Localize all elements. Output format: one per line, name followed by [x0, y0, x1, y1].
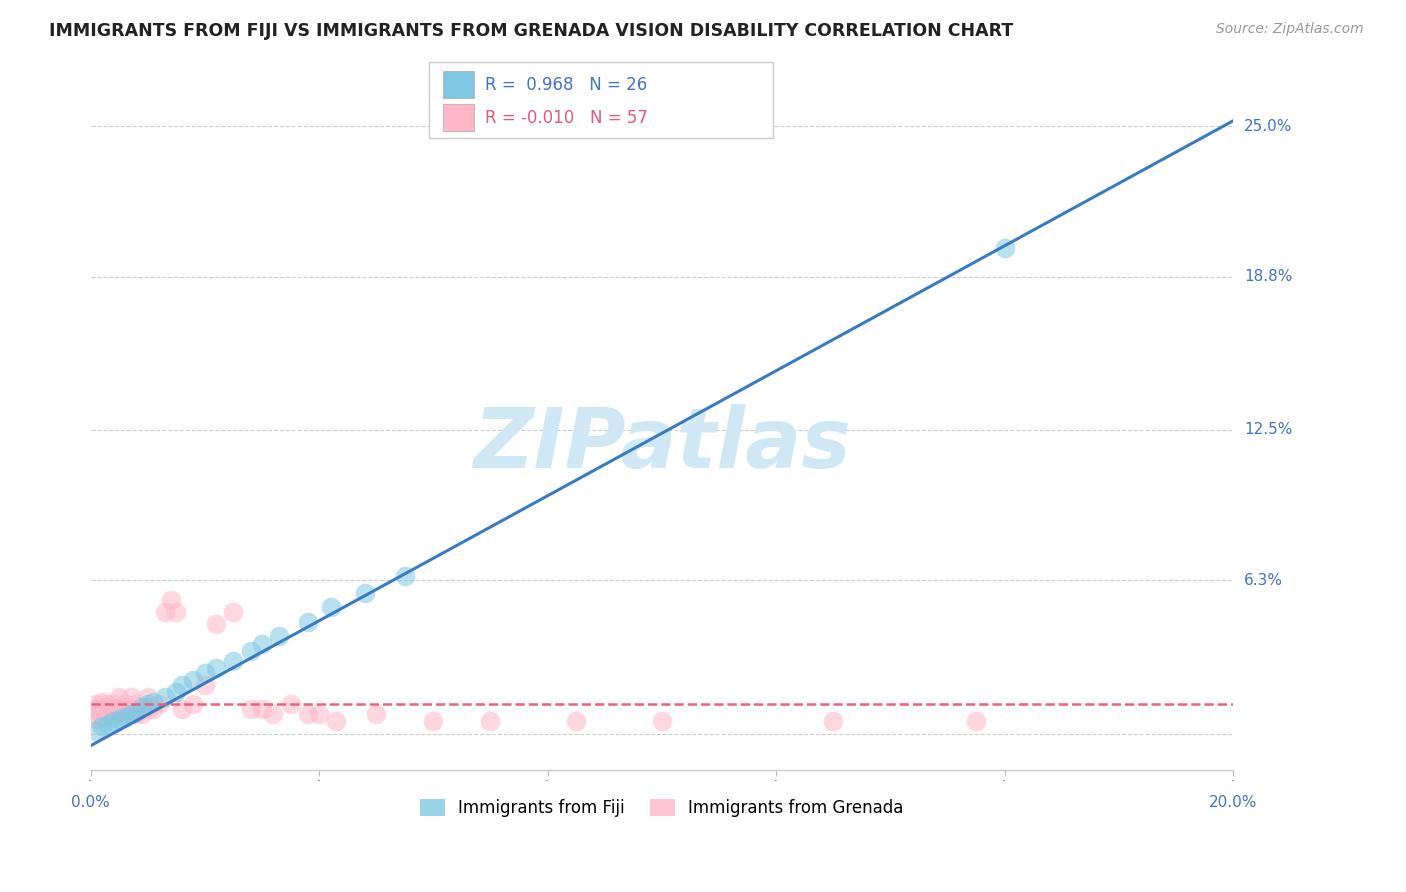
Point: [136, 702, 159, 716]
Point: [86, 702, 108, 716]
Point: [965, 714, 987, 729]
Text: 12.5%: 12.5%: [1244, 422, 1292, 437]
Point: [366, 707, 388, 722]
Text: 25.0%: 25.0%: [1244, 119, 1292, 134]
Point: [239, 644, 262, 658]
Point: [131, 702, 153, 716]
Text: ZIPatlas: ZIPatlas: [472, 404, 851, 485]
Point: [97, 702, 120, 716]
Point: [183, 673, 205, 687]
Point: [422, 714, 444, 729]
Point: [97, 698, 120, 712]
Text: R = -0.010   N = 57: R = -0.010 N = 57: [485, 109, 648, 127]
Point: [86, 702, 108, 716]
Point: [205, 661, 228, 675]
Point: [86, 707, 108, 722]
Point: [91, 707, 114, 722]
Point: [125, 705, 148, 719]
Point: [103, 707, 125, 722]
Point: [103, 698, 125, 712]
Point: [308, 707, 330, 722]
Point: [479, 714, 502, 729]
Point: [250, 702, 273, 716]
Point: [153, 690, 176, 704]
Point: [120, 690, 142, 704]
Point: [91, 719, 114, 733]
Point: [165, 605, 187, 619]
Point: [222, 605, 245, 619]
Point: [91, 702, 114, 716]
Point: [120, 707, 142, 722]
Point: [222, 654, 245, 668]
Point: [353, 585, 375, 599]
Point: [97, 702, 120, 716]
Point: [170, 702, 193, 716]
Point: [97, 707, 120, 722]
Point: [114, 709, 136, 723]
Text: 0.0%: 0.0%: [72, 795, 110, 810]
Point: [136, 690, 159, 704]
Point: [194, 678, 217, 692]
Point: [262, 707, 284, 722]
Point: [91, 702, 114, 716]
Point: [239, 702, 262, 716]
Point: [131, 707, 153, 722]
Point: [125, 707, 148, 722]
Point: [108, 702, 131, 716]
Point: [159, 593, 181, 607]
Point: [148, 698, 170, 712]
Point: [165, 685, 187, 699]
Point: [297, 707, 319, 722]
Point: [97, 716, 120, 731]
Point: [651, 714, 673, 729]
Text: IMMIGRANTS FROM FIJI VS IMMIGRANTS FROM GRENADA VISION DISABILITY CORRELATION CH: IMMIGRANTS FROM FIJI VS IMMIGRANTS FROM …: [49, 22, 1014, 40]
Text: 18.8%: 18.8%: [1244, 269, 1292, 285]
Point: [108, 690, 131, 704]
Point: [319, 600, 342, 615]
Text: Source: ZipAtlas.com: Source: ZipAtlas.com: [1216, 22, 1364, 37]
Point: [120, 702, 142, 716]
Point: [994, 241, 1017, 255]
Point: [823, 714, 845, 729]
Text: 6.3%: 6.3%: [1244, 573, 1284, 588]
Point: [86, 712, 108, 726]
Point: [103, 702, 125, 716]
Point: [86, 724, 108, 739]
Point: [114, 702, 136, 716]
Point: [194, 665, 217, 680]
Point: [565, 714, 588, 729]
Point: [86, 698, 108, 712]
Point: [280, 698, 302, 712]
Point: [250, 637, 273, 651]
Point: [125, 698, 148, 712]
Point: [153, 605, 176, 619]
Point: [170, 678, 193, 692]
Point: [142, 695, 165, 709]
Point: [205, 617, 228, 632]
Point: [97, 702, 120, 716]
Point: [91, 695, 114, 709]
Point: [136, 698, 159, 712]
Point: [114, 707, 136, 722]
Point: [142, 702, 165, 716]
Point: [103, 714, 125, 729]
Text: R =  0.968   N = 26: R = 0.968 N = 26: [485, 76, 647, 94]
Point: [325, 714, 347, 729]
Point: [297, 615, 319, 629]
Point: [183, 698, 205, 712]
Point: [108, 702, 131, 716]
Point: [394, 568, 416, 582]
Point: [91, 709, 114, 723]
Legend: Immigrants from Fiji, Immigrants from Grenada: Immigrants from Fiji, Immigrants from Gr…: [413, 792, 910, 824]
Point: [114, 698, 136, 712]
Point: [131, 699, 153, 714]
Point: [269, 629, 291, 643]
Point: [108, 712, 131, 726]
Text: 20.0%: 20.0%: [1209, 795, 1257, 810]
Point: [91, 702, 114, 716]
